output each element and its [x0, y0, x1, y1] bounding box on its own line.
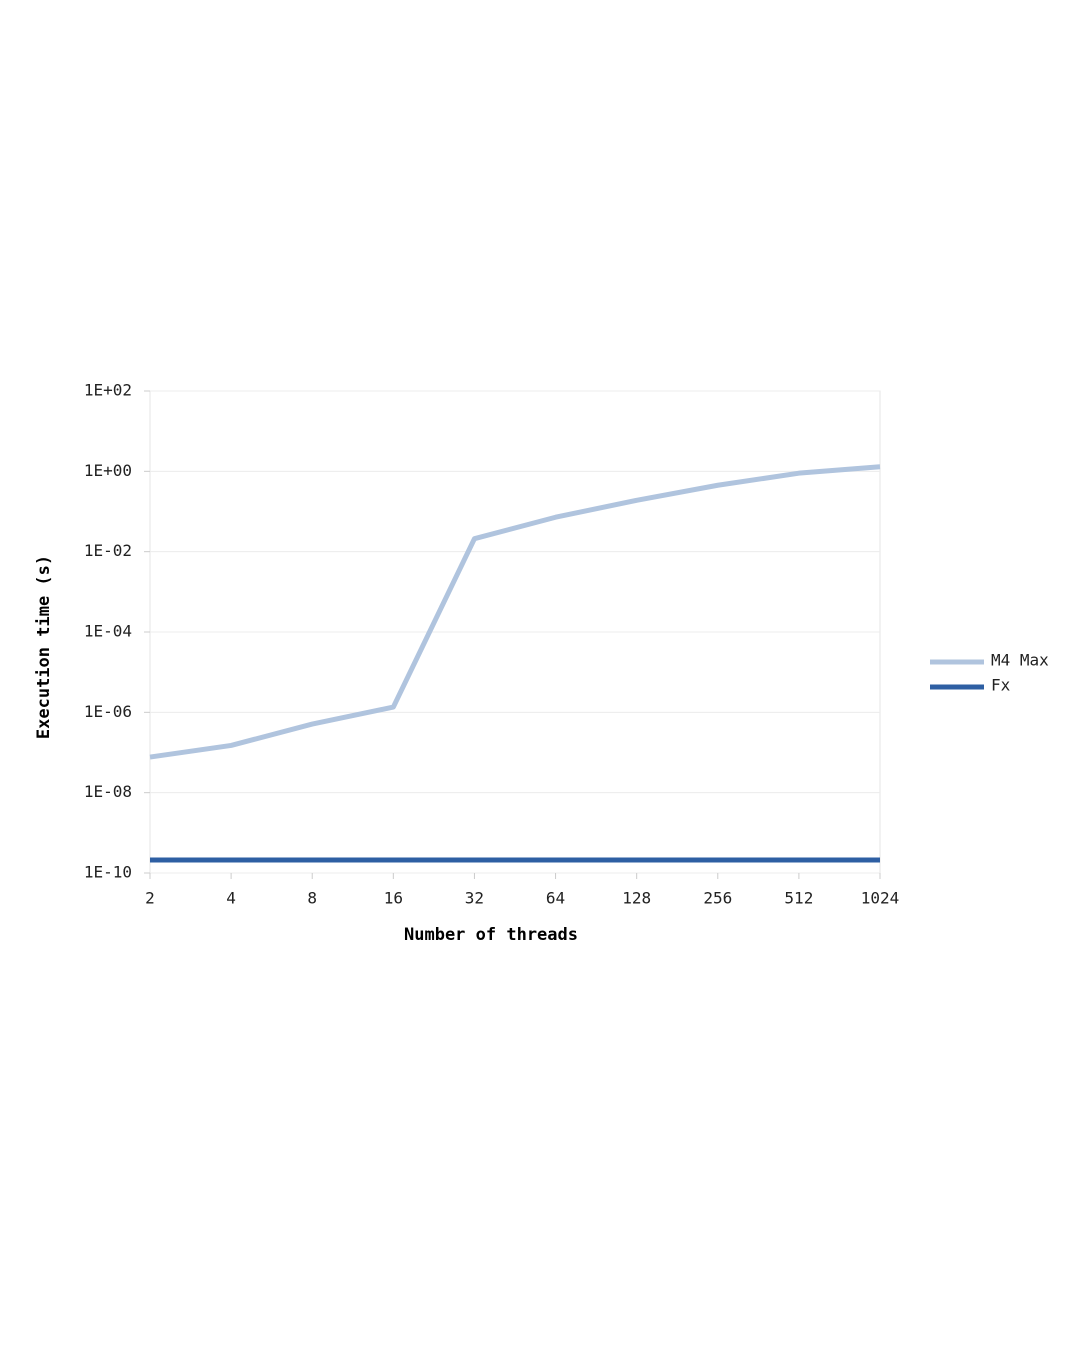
x-tick-label: 16	[384, 889, 403, 908]
x-tick-label: 64	[546, 889, 565, 908]
y-tick-label: 1E-04	[84, 622, 132, 641]
legend-label: Fx	[991, 676, 1011, 695]
x-tick-label: 512	[784, 889, 813, 908]
legend-label: M4 Max	[991, 651, 1049, 670]
x-tick-label: 4	[226, 889, 236, 908]
y-tick-label: 1E-06	[84, 702, 132, 721]
line-series	[149, 464, 881, 760]
y-tick-label: 1E-08	[84, 782, 132, 801]
x-tick-label: 1024	[861, 889, 900, 908]
x-tick-label: 8	[307, 889, 317, 908]
y-tick-label: 1E+00	[84, 461, 132, 480]
x-tick-label: 32	[465, 889, 484, 908]
y-axis-title: Execution time (s)	[34, 555, 54, 739]
y-tick-label: 1E+02	[84, 381, 132, 400]
x-tick-label: 128	[622, 889, 651, 908]
x-tick-label: 256	[703, 889, 732, 908]
x-tick-label: 2	[145, 889, 155, 908]
x-axis-title: Number of threads	[404, 925, 578, 945]
y-tick-label: 1E-10	[84, 863, 132, 882]
y-tick-label: 1E-02	[84, 541, 132, 560]
